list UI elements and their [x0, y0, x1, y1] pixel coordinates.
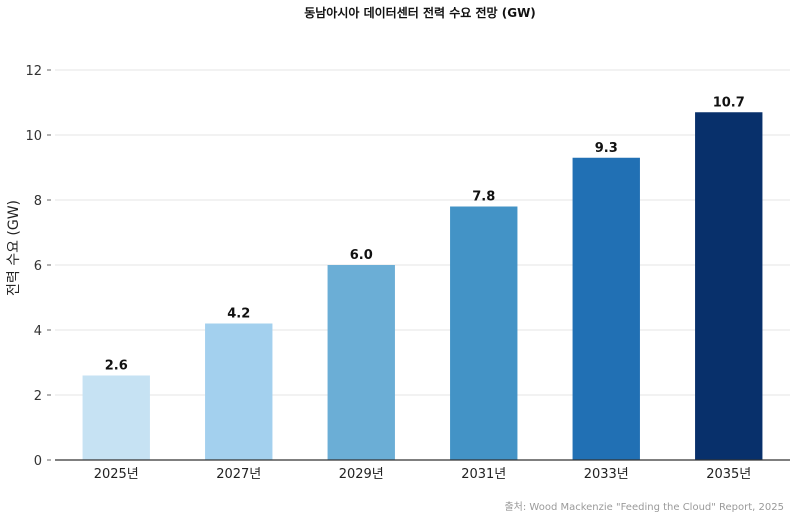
gridlines: [55, 69, 790, 396]
bar: [572, 157, 640, 460]
y-tick-label: 12: [25, 64, 42, 79]
x-axis-ticks: 2025년 2027년 2029년 2031년 2033년 2035년: [94, 467, 752, 482]
bars: [82, 112, 763, 460]
bar-value-label: 9.3: [595, 141, 618, 156]
y-tick-label: 8: [34, 194, 42, 209]
bar-value-label: 7.8: [472, 190, 495, 205]
bar: [327, 265, 395, 460]
chart-title: 동남아시아 데이터센터 전력 수요 전망 (GW): [304, 5, 536, 20]
x-tick-label: 2027년: [216, 467, 261, 482]
y-axis-ticks: 0 2 4 6 8 10 12: [25, 64, 51, 469]
bar-value-label: 10.7: [713, 95, 745, 110]
x-tick-label: 2035년: [706, 467, 751, 482]
y-tick-label: 10: [25, 129, 42, 144]
x-tick-label: 2033년: [584, 467, 629, 482]
bar: [450, 206, 518, 460]
bar-value-label: 4.2: [227, 307, 250, 322]
x-tick-label: 2031년: [461, 467, 506, 482]
y-tick-label: 2: [34, 389, 42, 404]
bar-value-label: 2.6: [105, 359, 128, 374]
x-tick-label: 2029년: [339, 467, 384, 482]
source-note: 출처: Wood Mackenzie "Feeding the Cloud" R…: [504, 501, 784, 513]
bar-value-label: 6.0: [350, 248, 373, 263]
y-tick-label: 4: [34, 324, 42, 339]
y-tick-label: 6: [34, 259, 42, 274]
y-axis-label: 전력 수요 (GW): [6, 200, 22, 296]
y-tick-label: 0: [34, 454, 42, 469]
bar: [695, 112, 763, 460]
bar: [82, 375, 150, 460]
x-tick-label: 2025년: [94, 467, 139, 482]
value-labels: 2.6 4.2 6.0 7.8 9.3 10.7: [105, 95, 745, 373]
bar: [205, 323, 273, 460]
